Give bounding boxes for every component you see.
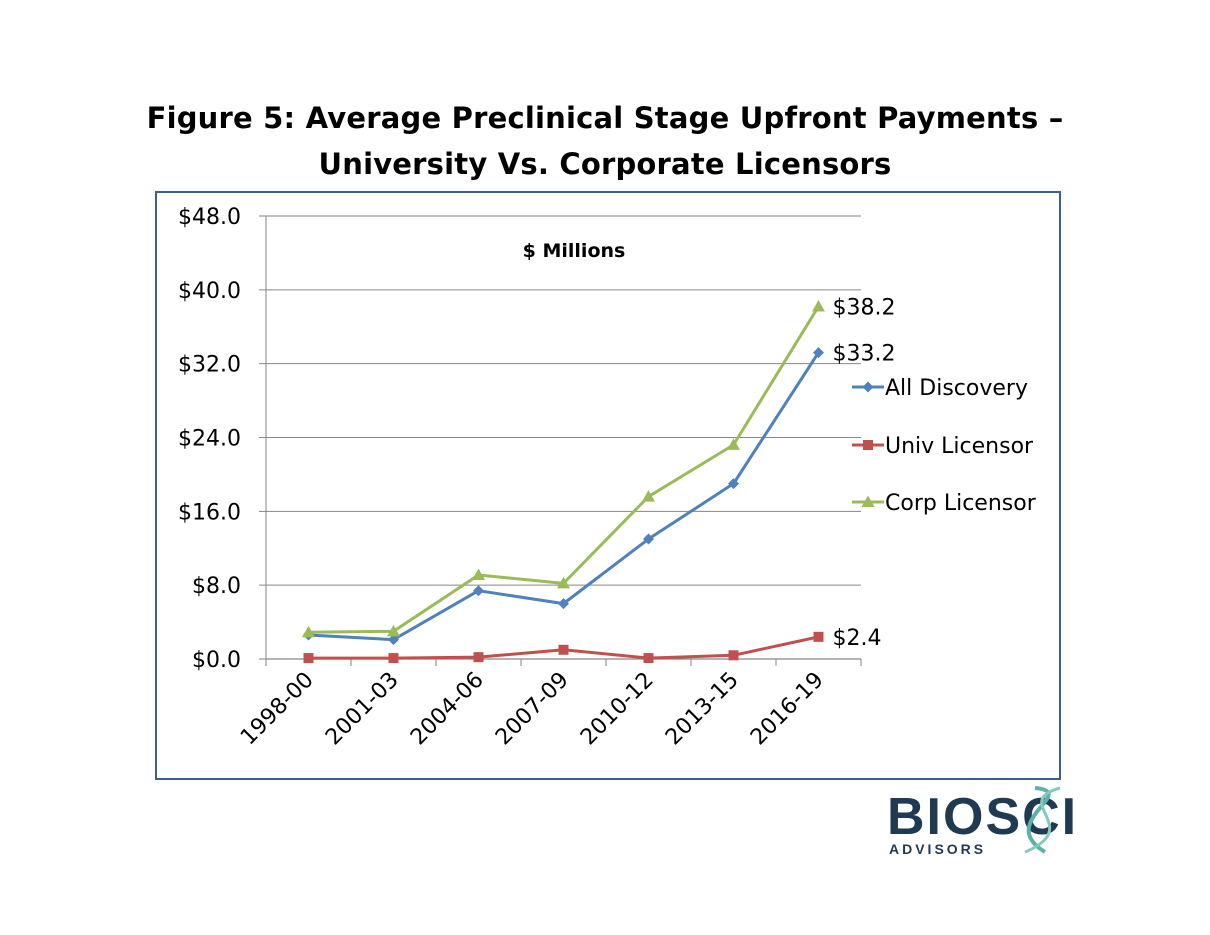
dna-helix-icon [1026, 786, 1051, 854]
x-tick-label: 1998-00 [236, 668, 319, 751]
chart-title: Figure 5: Average Preclinical Stage Upfr… [100, 95, 1110, 187]
y-tick-label: $0.0 [192, 648, 241, 673]
y-tick-label: $40.0 [178, 279, 241, 304]
legend-label-corp-licensor: Corp Licensor [885, 491, 1037, 516]
data-point-univ-licensor [813, 631, 824, 642]
data-point-all-discovery [388, 634, 399, 646]
dna-helix-strand-icon [1024, 786, 1061, 854]
y-tick-label: $16.0 [178, 500, 241, 525]
x-tick-label: 2001-03 [321, 668, 404, 751]
data-point-all-discovery [473, 585, 484, 597]
data-point-univ-licensor [558, 644, 569, 655]
data-point-univ-licensor [388, 653, 399, 664]
y-tick-label: $8.0 [192, 574, 241, 599]
data-label-univ-licensor: $2.4 [833, 626, 882, 651]
legend: All Discovery Univ Licensor Corp Licensor [852, 376, 1037, 516]
labels: $ Millions $2.4 $33.2 $38.2 [523, 240, 896, 651]
axes: $0.0 $8.0 $16.0 $24.0 $32.0 $40.0 $48.0 1998-00… [178, 205, 862, 751]
title-line-1: Figure 5: Average Preclinical Stage Upfr… [146, 101, 1064, 135]
grid-lines [259, 215, 861, 660]
series-lines [302, 299, 825, 664]
legend-marker-all-discovery [862, 381, 874, 393]
data-point-corp-licensor [557, 576, 570, 589]
logo-sub-text: ADVISORS [889, 841, 986, 857]
data-label-corp-licensor: $38.2 [833, 295, 896, 320]
data-point-all-discovery [728, 478, 739, 490]
data-point-corp-licensor [727, 438, 740, 450]
chart-subtitle: $ Millions [523, 240, 626, 262]
legend-marker-univ-licensor [863, 440, 873, 450]
x-tick-label: 2004-06 [406, 668, 489, 751]
legend-label-all-discovery: All Discovery [885, 376, 1028, 401]
x-tick-label: 2016-19 [746, 668, 829, 751]
chart-frame [155, 191, 1061, 780]
data-point-all-discovery [813, 347, 824, 359]
data-point-univ-licensor [643, 653, 654, 664]
data-label-all-discovery: $33.2 [833, 342, 896, 367]
data-point-all-discovery [558, 598, 569, 610]
x-tick-label: 2010-12 [576, 668, 659, 751]
data-point-univ-licensor [303, 653, 314, 664]
data-point-univ-licensor [473, 652, 484, 663]
legend-label-univ-licensor: Univ Licensor [885, 434, 1034, 459]
title-line-2: University Vs. Corporate Licensors [318, 147, 892, 181]
data-point-all-discovery [643, 533, 654, 545]
data-point-corp-licensor [302, 625, 315, 638]
y-tick-label: $32.0 [178, 353, 241, 378]
y-tick-label: $24.0 [178, 427, 241, 452]
data-point-corp-licensor [472, 568, 485, 581]
biosci-advisors-logo: BIOSCI ADVISORS [887, 786, 1076, 857]
x-tick-label: 2007-09 [491, 668, 574, 751]
legend-marker-corp-licensor [861, 495, 875, 507]
x-tick-label: 2013-15 [661, 668, 744, 751]
data-point-univ-licensor [728, 650, 739, 661]
data-point-corp-licensor [387, 624, 400, 637]
data-point-corp-licensor [812, 299, 825, 312]
y-tick-label: $48.0 [178, 205, 241, 230]
data-point-corp-licensor [642, 490, 655, 502]
series-line-all-discovery [308, 351, 820, 642]
